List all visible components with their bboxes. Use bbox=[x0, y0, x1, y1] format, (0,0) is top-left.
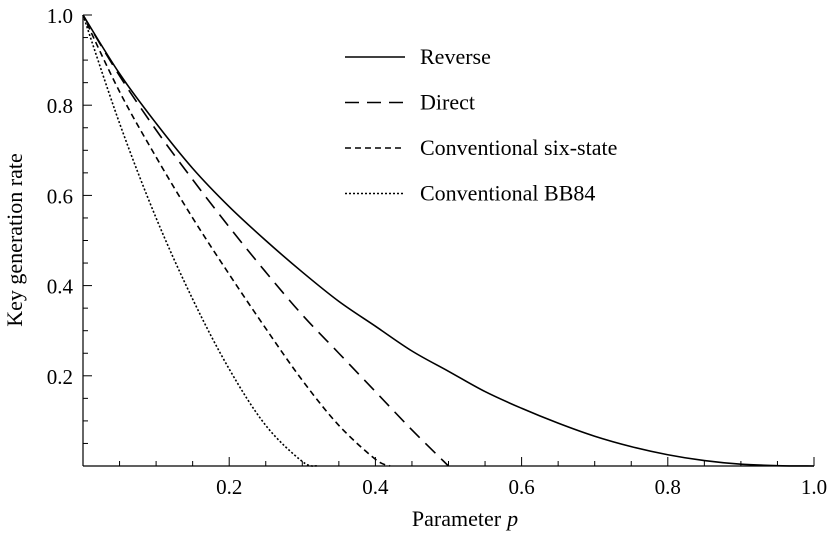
legend: Reverse Direct Conventional six-state Conve… bbox=[345, 44, 617, 206]
y-tick-label: 0.6 bbox=[47, 184, 73, 208]
series-line-reverse bbox=[82, 14, 815, 467]
x-axis-title: Parameter p bbox=[412, 506, 518, 531]
legend-label: Direct bbox=[420, 90, 475, 115]
series-line-direct bbox=[82, 14, 450, 467]
y-axis-title: Key generation rate bbox=[2, 153, 27, 326]
x-axis-title-text: Parameter bbox=[412, 506, 502, 531]
y-tick-label: 1.0 bbox=[47, 4, 73, 28]
series-line-conventional-bb84 bbox=[82, 14, 318, 467]
y-tick-label: 0.8 bbox=[47, 94, 73, 118]
legend-label: Reverse bbox=[420, 44, 491, 69]
legend-label: Conventional BB84 bbox=[420, 181, 595, 206]
series-lines bbox=[82, 14, 815, 467]
series-line-conventional-six-state bbox=[82, 14, 391, 467]
x-tick-label: 0.2 bbox=[216, 475, 242, 499]
tick-labels: 0.2 0.4 0.6 0.8 1.0 0.2 0.4 0.6 0.8 1.0 bbox=[47, 4, 827, 499]
y-tick-label: 0.2 bbox=[47, 365, 73, 389]
legend-label: Conventional six-state bbox=[420, 135, 617, 160]
y-tick-label: 0.4 bbox=[47, 275, 74, 299]
axis-ticks bbox=[83, 14, 815, 466]
x-tick-label: 0.8 bbox=[655, 475, 681, 499]
x-tick-label: 0.6 bbox=[508, 475, 534, 499]
x-tick-label: 1.0 bbox=[801, 475, 827, 499]
plot-frame bbox=[82, 15, 814, 467]
x-tick-label: 0.4 bbox=[362, 475, 389, 499]
x-axis-title-variable: p bbox=[505, 506, 518, 531]
